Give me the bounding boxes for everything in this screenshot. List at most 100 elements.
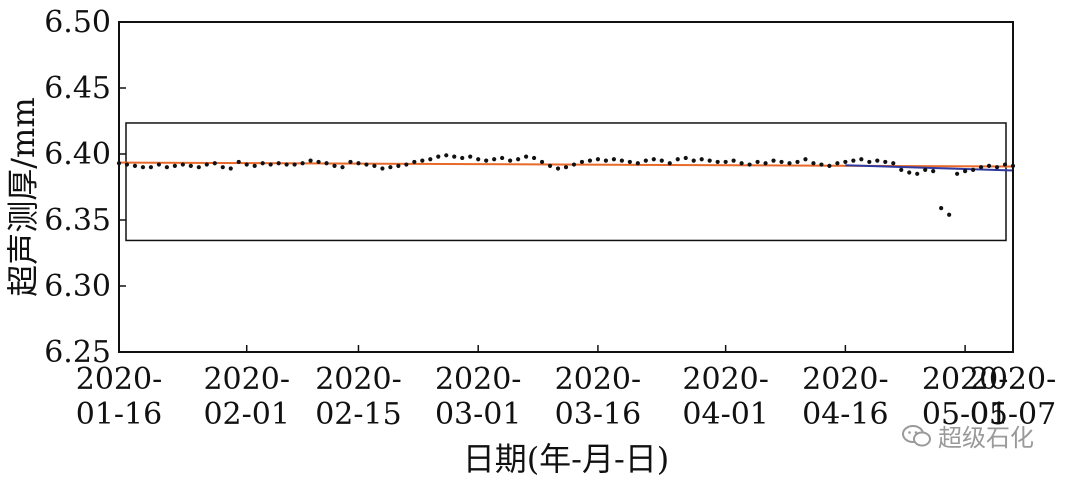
data-point (723, 159, 728, 165)
data-point (460, 155, 465, 161)
data-point (619, 158, 624, 163)
data-point (252, 163, 257, 168)
y-tick-label: 6.30 (44, 269, 111, 304)
data-point (124, 162, 130, 167)
watermark: 超级石化 (902, 418, 1034, 453)
data-point (579, 159, 585, 165)
data-point (803, 157, 808, 162)
y-axis-title: 超声测厚/mm (4, 97, 42, 296)
trend-lines-layer (118, 161, 1014, 172)
data-point (388, 165, 393, 170)
data-point (699, 157, 704, 162)
data-point (867, 159, 872, 165)
data-point (308, 158, 313, 163)
data-point (420, 158, 425, 163)
y-tick-label: 6.40 (44, 137, 111, 172)
x-tick-label: 01-16 (76, 397, 162, 432)
data-point (763, 161, 768, 166)
x-tick-label: 03-01 (435, 397, 521, 432)
data-point (978, 165, 984, 170)
x-tick-label: 2020- (802, 362, 888, 397)
data-point (340, 165, 345, 170)
data-point (555, 166, 561, 171)
x-tick-label: 05-07 (970, 397, 1056, 432)
trend-line-1 (845, 164, 1014, 172)
data-point (595, 157, 601, 162)
x-tick-label: 02-01 (203, 397, 289, 432)
x-axis: 2020-01-162020-02-012020-02-152020-03-01… (76, 345, 1056, 432)
x-tick-label: 2020- (922, 362, 1008, 397)
data-point (332, 163, 337, 168)
data-point (196, 165, 201, 170)
data-point (244, 162, 249, 167)
y-tick-label: 6.50 (44, 5, 111, 40)
x-tick-label: 2020- (203, 362, 289, 397)
x-tick-label: 2020- (315, 362, 401, 397)
data-point (931, 169, 936, 174)
data-point (587, 158, 593, 163)
data-point (651, 157, 656, 162)
x-tick-label: 2020- (682, 362, 768, 397)
data-point (364, 162, 369, 167)
data-point (963, 169, 968, 174)
data-point (795, 159, 800, 165)
data-point (428, 157, 433, 162)
data-point (643, 158, 648, 163)
x-tick-label: 2020- (970, 362, 1056, 397)
data-point (811, 161, 816, 166)
data-point (994, 165, 1000, 170)
data-point (180, 162, 185, 167)
data-point (404, 162, 409, 167)
highlight-box-layer (125, 122, 1007, 242)
data-point (508, 158, 513, 163)
data-point (891, 161, 896, 166)
data-point (188, 163, 193, 168)
data-point (947, 212, 952, 217)
data-point (923, 167, 928, 172)
y-tick-label: 6.25 (44, 335, 111, 370)
data-point (675, 157, 680, 162)
data-point (875, 158, 880, 163)
data-point (970, 167, 976, 172)
x-tick-label: 2020- (435, 362, 521, 397)
data-point (883, 159, 888, 165)
x-tick-label: 05-01 (922, 397, 1008, 432)
data-point (1002, 162, 1008, 167)
data-point (356, 161, 361, 166)
data-point (955, 171, 960, 176)
data-point (771, 158, 776, 163)
data-points-layer (116, 153, 1016, 217)
data-point (468, 154, 473, 159)
data-point (739, 161, 744, 166)
x-tick-label: 02-15 (315, 397, 401, 432)
data-point (683, 155, 688, 161)
data-point (148, 165, 154, 170)
data-point (172, 163, 177, 168)
highlight-box (125, 122, 1007, 242)
x-axis-title: 日期(年-月-日) (463, 440, 670, 478)
data-point (835, 161, 840, 166)
data-point (324, 161, 329, 166)
data-point (899, 167, 904, 172)
data-point (220, 165, 225, 170)
x-tick-label: 2020- (555, 362, 641, 397)
data-point (348, 159, 353, 165)
wechat-icon (902, 424, 932, 448)
y-tick-label: 6.45 (44, 71, 111, 106)
data-point (827, 163, 832, 168)
data-point (156, 162, 162, 167)
data-point (476, 157, 481, 162)
data-point (571, 162, 577, 167)
data-point (851, 158, 856, 163)
data-point (132, 163, 138, 168)
data-point (611, 157, 616, 162)
x-tick-label: 04-01 (682, 397, 768, 432)
data-point (659, 158, 664, 163)
x-tick-label: 04-16 (802, 397, 888, 432)
data-point (779, 159, 784, 165)
y-tick-label: 6.35 (44, 203, 111, 238)
data-point (380, 166, 385, 171)
data-point (284, 162, 289, 167)
data-point (412, 159, 417, 165)
